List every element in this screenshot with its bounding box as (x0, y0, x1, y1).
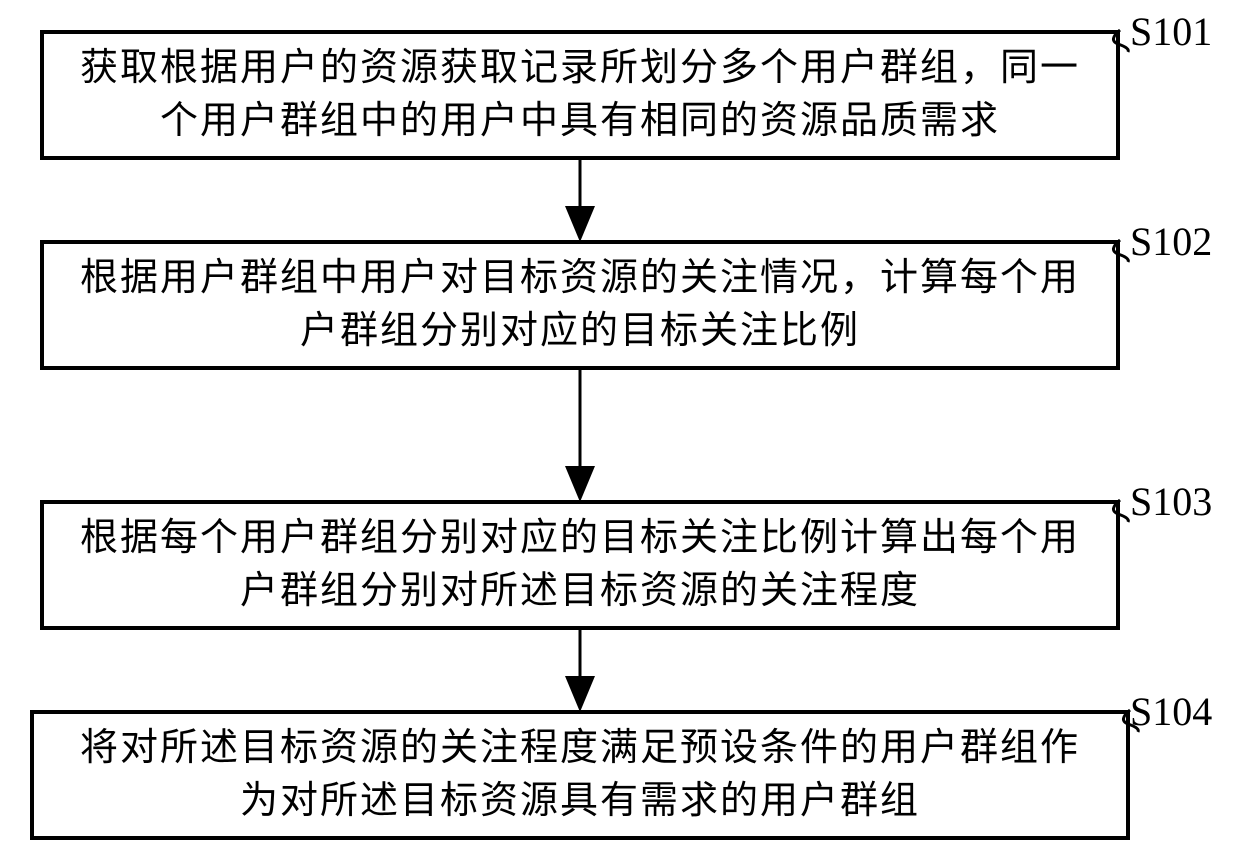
step-line2: 个用户群组中的用户中具有相同的资源品质需求 (160, 100, 1000, 142)
step-line2: 为对所述目标资源具有需求的用户群组 (240, 780, 920, 822)
step-line1: 根据每个用户群组分别对应的目标关注比例计算出每个用 (80, 517, 1080, 559)
step-text-s102: 根据用户群组中用户对目标资源的关注情况，计算每个用 户群组分别对应的目标关注比例 (80, 252, 1080, 358)
step-text-s101: 获取根据用户的资源获取记录所划分多个用户群组，同一 个用户群组中的用户中具有相同… (80, 42, 1080, 148)
step-line2: 户群组分别对应的目标关注比例 (300, 310, 860, 352)
step-label-s102: S102 (1130, 218, 1212, 265)
step-box-s101: 获取根据用户的资源获取记录所划分多个用户群组，同一 个用户群组中的用户中具有相同… (40, 30, 1120, 160)
step-line2: 户群组分别对所述目标资源的关注程度 (240, 570, 920, 612)
step-line1: 将对所述目标资源的关注程度满足预设条件的用户群组作 (80, 727, 1080, 769)
step-text-s104: 将对所述目标资源的关注程度满足预设条件的用户群组作 为对所述目标资源具有需求的用… (80, 722, 1080, 828)
flowchart-container: 获取根据用户的资源获取记录所划分多个用户群组，同一 个用户群组中的用户中具有相同… (0, 0, 1240, 866)
step-label-s103: S103 (1130, 478, 1212, 525)
step-box-s103: 根据每个用户群组分别对应的目标关注比例计算出每个用 户群组分别对所述目标资源的关… (40, 500, 1120, 630)
step-box-s102: 根据用户群组中用户对目标资源的关注情况，计算每个用 户群组分别对应的目标关注比例 (40, 240, 1120, 370)
step-line1: 根据用户群组中用户对目标资源的关注情况，计算每个用 (80, 257, 1080, 299)
step-label-s104: S104 (1130, 688, 1212, 735)
step-box-s104: 将对所述目标资源的关注程度满足预设条件的用户群组作 为对所述目标资源具有需求的用… (30, 710, 1130, 840)
step-text-s103: 根据每个用户群组分别对应的目标关注比例计算出每个用 户群组分别对所述目标资源的关… (80, 512, 1080, 618)
step-line1: 获取根据用户的资源获取记录所划分多个用户群组，同一 (80, 47, 1080, 89)
step-label-s101: S101 (1130, 8, 1212, 55)
